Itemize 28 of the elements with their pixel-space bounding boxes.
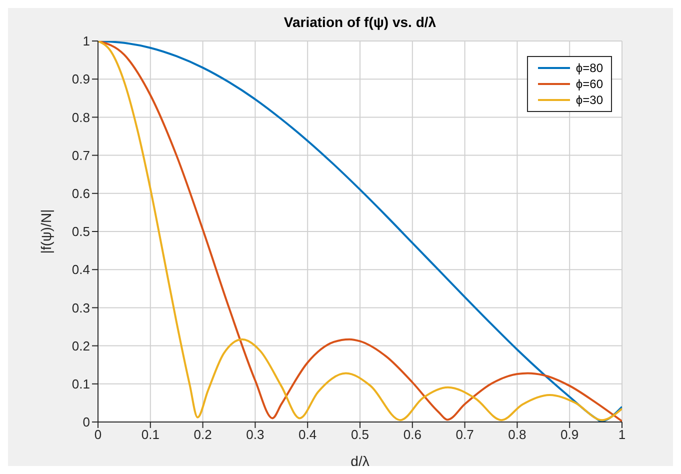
y-axis-title: |f(ψ)/N| bbox=[38, 209, 54, 254]
x-tick-label: 0.2 bbox=[194, 427, 212, 442]
y-tick-label: 0 bbox=[82, 414, 90, 430]
x-tick-label: 0.6 bbox=[403, 427, 422, 442]
y-tick-label: 0.2 bbox=[72, 338, 90, 354]
legend-label: ϕ=60 bbox=[576, 77, 603, 91]
x-tick-label: 0.4 bbox=[298, 427, 317, 442]
x-tick-label: 0.3 bbox=[246, 427, 264, 442]
y-tick-label: 0.1 bbox=[72, 376, 90, 392]
x-tick-label: 0.9 bbox=[560, 427, 579, 442]
y-tick-label: 0.8 bbox=[72, 110, 90, 125]
x-tick-label: 0.1 bbox=[141, 427, 160, 442]
legend-label: ϕ=80 bbox=[576, 61, 603, 75]
y-tick-label: 0.3 bbox=[72, 300, 90, 316]
y-tick-label: 0.7 bbox=[72, 148, 90, 163]
y-tick-label: 1 bbox=[82, 34, 90, 49]
x-tick-label: 0.5 bbox=[350, 427, 370, 442]
x-tick-label: 0 bbox=[94, 427, 102, 442]
x-tick-label: 1 bbox=[618, 427, 626, 442]
x-tick-label: 0.7 bbox=[456, 427, 474, 442]
x-tick-label: 0.8 bbox=[508, 427, 526, 442]
y-tick-label: 0.6 bbox=[72, 186, 90, 202]
y-tick-label: 0.9 bbox=[72, 72, 90, 87]
y-tick-label: 0.4 bbox=[72, 262, 90, 278]
x-axis-title: d/λ bbox=[350, 453, 370, 469]
chart-title: Variation of f(ψ) vs. d/λ bbox=[282, 14, 438, 30]
legend-label: ϕ=30 bbox=[576, 93, 603, 107]
y-tick-label: 0.5 bbox=[72, 224, 90, 240]
